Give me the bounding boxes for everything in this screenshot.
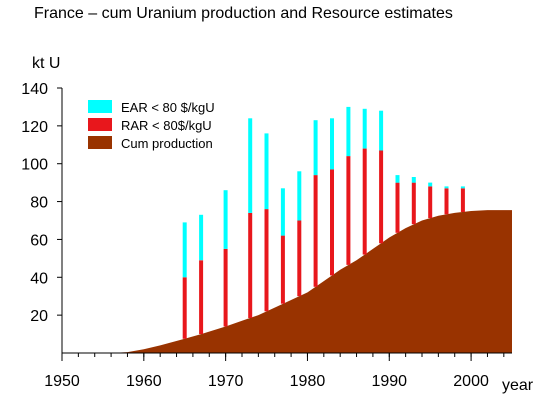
ear-bar-1977	[280, 188, 285, 236]
cum-production-area	[62, 210, 512, 353]
y-tick-label-20: 20	[30, 308, 48, 325]
y-tick-label-120: 120	[21, 119, 48, 136]
x-tick-label-1990: 1990	[371, 373, 407, 390]
x-tick-label-2000: 2000	[453, 373, 489, 390]
ear-bar-1965	[182, 222, 187, 278]
rar-bar-1985	[346, 156, 351, 265]
x-tick-label-1960: 1960	[126, 373, 162, 390]
legend-label-cum-production: Cum production	[121, 136, 213, 151]
legend: EAR < 80 $/kgU RAR < 80$/kgU Cum product…	[88, 100, 215, 151]
rar-bar-1983	[330, 169, 334, 276]
ear-bar-1975	[264, 133, 269, 210]
legend-swatch-rar	[88, 118, 112, 131]
rar-bar-1967	[199, 260, 204, 335]
rar-bar-1995	[428, 186, 433, 219]
rar-bar-1993	[411, 182, 416, 225]
ear-bar-1999	[460, 186, 465, 189]
rar-bar-1979	[297, 220, 302, 297]
ear-bar-1987	[362, 108, 367, 149]
rar-bar-1999	[460, 188, 465, 212]
rar-bar-1991	[395, 182, 400, 233]
y-tick-label-40: 40	[30, 270, 48, 287]
x-tick-label-1950: 1950	[44, 373, 80, 390]
ear-bar-1981	[313, 120, 318, 176]
cum-production-area-layer	[62, 210, 512, 353]
ear-bar-1989	[379, 110, 384, 151]
ear-bar-1983	[330, 118, 334, 170]
ear-bar-1991	[395, 175, 400, 183]
rar-bar-1997	[444, 188, 449, 215]
rar-bar-1965	[182, 277, 187, 339]
ear-bar-1993	[411, 177, 416, 183]
y-tick-label-140: 140	[21, 81, 48, 98]
y-tick-label-100: 100	[21, 157, 48, 174]
ear-bar-1973	[248, 118, 253, 213]
rar-bar-1975	[264, 209, 269, 312]
y-axis-label: kt U	[32, 55, 60, 72]
ear-bar-1979	[297, 171, 302, 221]
ear-bar-1967	[199, 214, 204, 261]
resource-bars-layer	[182, 106, 465, 339]
rar-bar-1981	[313, 175, 318, 287]
chart-title: France – cum Uranium production and Reso…	[34, 5, 453, 22]
ear-bar-1997	[444, 186, 449, 189]
legend-label-rar: RAR < 80$/kgU	[121, 118, 212, 133]
rar-bar-1970	[223, 248, 228, 327]
ear-bar-1970	[223, 190, 228, 249]
y-tick-label-80: 80	[30, 195, 48, 212]
x-tick-label-1980: 1980	[290, 373, 326, 390]
rar-bar-1989	[379, 150, 384, 244]
x-axis-label: year	[502, 377, 534, 394]
legend-swatch-cum-production	[88, 136, 112, 149]
ticks-layer: 20 40 60 80 100 120 140 1950 1960 1970 1980 1990 200…	[21, 81, 505, 390]
rar-bar-1973	[248, 212, 253, 318]
x-tick-label-1970: 1970	[208, 373, 244, 390]
ear-bar-1985	[346, 106, 351, 157]
y-tick-label-60: 60	[30, 232, 48, 249]
axes	[61, 88, 512, 354]
rar-bar-1987	[362, 148, 367, 255]
legend-label-ear: EAR < 80 $/kgU	[121, 100, 215, 115]
ear-bar-1995	[428, 182, 433, 187]
rar-bar-1977	[280, 235, 285, 304]
legend-swatch-ear	[88, 100, 112, 113]
